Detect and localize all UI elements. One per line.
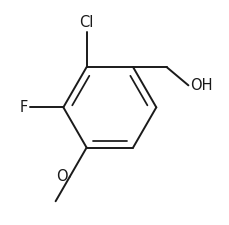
Text: Cl: Cl xyxy=(79,15,93,30)
Text: O: O xyxy=(56,169,68,184)
Text: F: F xyxy=(19,100,28,115)
Text: OH: OH xyxy=(190,78,212,93)
